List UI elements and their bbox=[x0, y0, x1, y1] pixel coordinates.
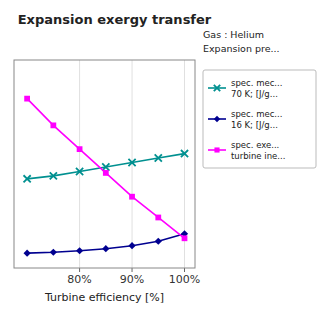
legend-label-line: 16 K; [J/g... bbox=[231, 120, 278, 130]
point-marker bbox=[50, 172, 57, 179]
point-marker bbox=[155, 154, 162, 161]
x-axis-label: Turbine efficiency [%] bbox=[44, 291, 164, 304]
legend-frame bbox=[203, 70, 316, 168]
legend-label-line: spec. mec... bbox=[231, 78, 282, 88]
point-marker bbox=[128, 159, 135, 166]
legend-label-line: spec. mec... bbox=[231, 109, 282, 119]
point-marker bbox=[155, 215, 161, 221]
legend-marker bbox=[214, 147, 219, 152]
title: Expansion exergy transfer bbox=[18, 12, 212, 27]
point-marker bbox=[129, 194, 135, 200]
legend-label-line: turbine ine... bbox=[231, 151, 285, 161]
tick-label: 80% bbox=[67, 273, 91, 286]
point-marker bbox=[102, 163, 109, 170]
point-marker bbox=[128, 242, 135, 249]
background bbox=[0, 0, 320, 320]
point-marker bbox=[24, 250, 31, 257]
point-marker bbox=[181, 150, 188, 157]
legend: spec. mec...70 K; [J/g...spec. mec...16 … bbox=[203, 70, 316, 168]
legend-marker bbox=[214, 116, 220, 122]
point-marker bbox=[50, 249, 57, 256]
point-marker bbox=[76, 168, 83, 175]
legend-label-line: spec. exe... bbox=[231, 140, 279, 150]
series bbox=[24, 230, 189, 257]
data-area bbox=[24, 96, 189, 257]
legend-label: spec. mec...16 K; [J/g... bbox=[231, 109, 282, 130]
point-marker bbox=[155, 238, 162, 245]
legend-entry: spec. mec...70 K; [J/g... bbox=[208, 78, 282, 99]
legend-entry: spec. mec...16 K; [J/g... bbox=[208, 109, 282, 130]
legend-marker bbox=[214, 85, 220, 91]
annotation: Expansion pre... bbox=[203, 43, 280, 54]
tick-mark bbox=[184, 268, 185, 272]
point-marker bbox=[24, 175, 31, 182]
tick-label: 90% bbox=[120, 273, 144, 286]
series bbox=[24, 150, 189, 182]
tick-mark bbox=[79, 268, 80, 272]
point-marker bbox=[102, 245, 109, 252]
legend-label: spec. mec...70 K; [J/g... bbox=[231, 78, 282, 99]
point-marker bbox=[103, 170, 109, 176]
legend-label-line: 70 K; [J/g... bbox=[231, 89, 278, 99]
grid-line bbox=[79, 60, 80, 268]
legend-entry: spec. exe...turbine ine... bbox=[208, 140, 285, 161]
legend-label: spec. exe...turbine ine... bbox=[231, 140, 285, 161]
plot-frame bbox=[14, 60, 195, 268]
point-marker bbox=[24, 96, 30, 102]
point-marker bbox=[76, 247, 83, 254]
tick-mark bbox=[132, 268, 133, 272]
point-marker bbox=[77, 146, 83, 152]
series bbox=[24, 96, 187, 241]
chart: Expansion exergy transfer 80% 90% 100% Turbi… bbox=[0, 0, 320, 320]
point-marker bbox=[182, 235, 188, 241]
series-line bbox=[27, 234, 184, 253]
tick-label: 100% bbox=[169, 273, 200, 286]
series-line bbox=[27, 154, 184, 179]
annotation: Gas : Helium bbox=[203, 29, 264, 40]
point-marker bbox=[50, 122, 56, 128]
series-line bbox=[27, 99, 184, 239]
grid bbox=[80, 60, 185, 272]
